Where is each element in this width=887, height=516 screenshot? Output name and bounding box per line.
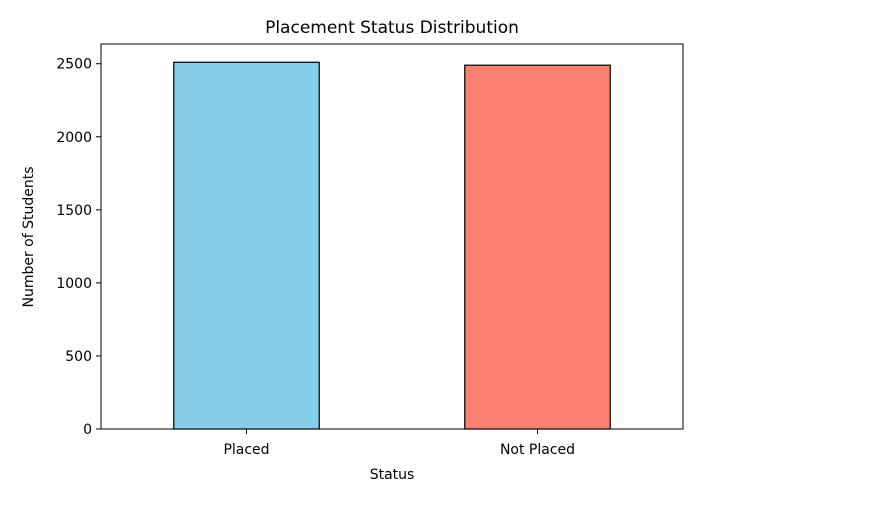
x-tick-label: Not Placed — [500, 442, 575, 458]
y-tick-label: 0 — [83, 422, 92, 438]
plot-area-frame — [100, 43, 684, 430]
bars-layer — [173, 61, 611, 430]
x-axis: Placed Not Placed — [223, 429, 575, 458]
y-axis: 0 500 1000 1500 2000 2500 — [56, 57, 101, 438]
y-tick-label: 2500 — [56, 57, 92, 73]
x-tick-label: Placed — [223, 442, 269, 458]
bar-not-placed — [464, 64, 611, 430]
x-axis-label: Status — [370, 467, 415, 483]
y-tick-label: 1000 — [56, 276, 92, 292]
y-tick-label: 500 — [65, 349, 92, 365]
y-tick-label: 1500 — [56, 203, 92, 219]
y-axis-label: Number of Students — [21, 166, 37, 307]
chart-title: Placement Status Distribution — [265, 18, 519, 38]
bar-placed — [173, 61, 320, 430]
y-tick-label: 2000 — [56, 130, 92, 146]
